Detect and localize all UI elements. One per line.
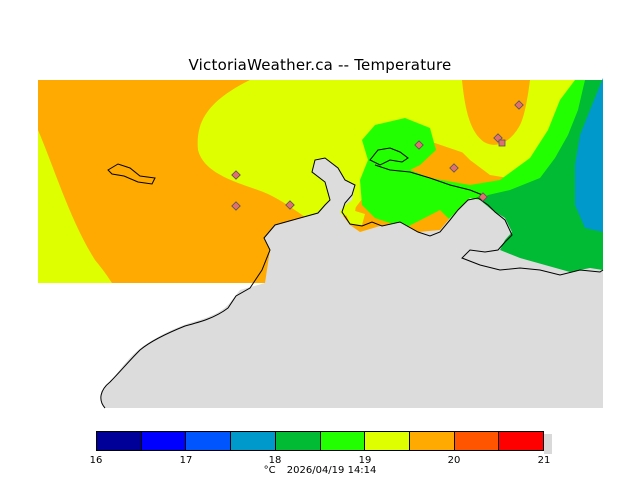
station-marker[interactable]: [514, 100, 524, 110]
temperature-map[interactable]: [0, 0, 640, 430]
legend-swatch: [97, 432, 142, 450]
legend-swatch: [141, 432, 187, 450]
coastline-inlet-2: [374, 164, 486, 197]
station-marker-square[interactable]: [498, 139, 506, 147]
contour-teal-east: [575, 78, 603, 232]
contour-yellow-patch: [345, 210, 365, 225]
legend-tick: 17: [179, 455, 193, 466]
timestamp: 2026/04/19 14:14: [286, 465, 377, 476]
land-mask: [38, 158, 603, 408]
temperature-legend: [96, 431, 544, 451]
legend-swatch: [231, 432, 276, 450]
legend-swatch: [499, 432, 544, 450]
legend-tick: 16: [89, 455, 103, 466]
legend-tick: 18: [268, 455, 282, 466]
map-title: VictoriaWeather.ca -- Temperature: [188, 56, 452, 74]
contour-yellow-west: [38, 130, 112, 283]
legend-swatch: [320, 432, 366, 450]
coastlines: [100, 147, 604, 409]
station-marker[interactable]: [449, 163, 459, 173]
legend-swatch: [186, 432, 232, 450]
weather-stations[interactable]: [231, 100, 524, 211]
station-marker[interactable]: [478, 192, 488, 202]
unit-label: °C: [263, 465, 276, 476]
legend-tick: 19: [358, 455, 372, 466]
legend-swatch: [454, 432, 500, 450]
station-marker[interactable]: [285, 200, 295, 210]
legend-swatch: [275, 432, 321, 450]
legend-tick: 20: [447, 455, 461, 466]
contour-orange-ne: [462, 80, 530, 145]
coastline-main: [100, 157, 604, 409]
temperature-contours: [38, 78, 604, 283]
lake-outline: [107, 163, 156, 185]
legend-swatch: [409, 432, 455, 450]
land-south-west-fill: [100, 283, 603, 408]
legend-swatch: [365, 432, 410, 450]
coastline-inlet: [369, 147, 409, 166]
station-marker[interactable]: [414, 140, 424, 150]
legend-tick: 21: [537, 455, 551, 466]
legend-shadow: [544, 434, 552, 454]
legend-caption: °C 2026/04/19 14:14: [0, 465, 640, 476]
station-marker[interactable]: [231, 201, 241, 211]
station-marker[interactable]: [231, 170, 241, 180]
